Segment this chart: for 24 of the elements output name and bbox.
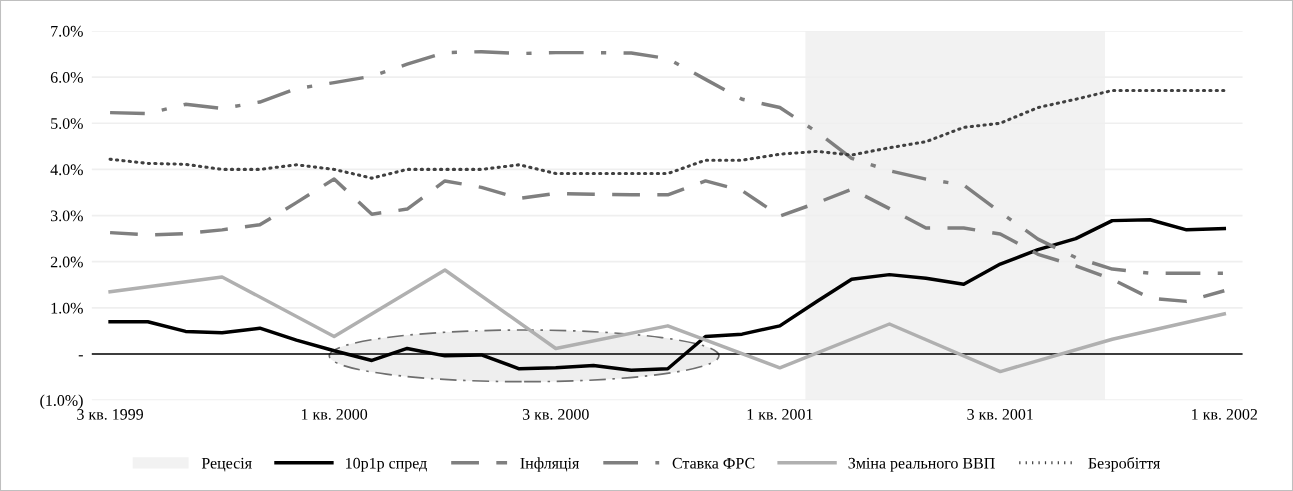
line-series <box>108 268 1227 374</box>
y-tick-label: 2.0% <box>50 256 83 268</box>
x-tick-label: 3 кв. 1999 <box>77 409 144 420</box>
legend-label: Інфляція <box>520 457 580 472</box>
y-tick-label: 6.0% <box>50 72 83 83</box>
y-tick-label: 3.0% <box>50 210 83 222</box>
legend-label: Безробіття <box>1088 457 1161 472</box>
legend-label: Рецесія <box>201 457 252 472</box>
line-series <box>108 177 1227 304</box>
y-tick-label: 1.0% <box>51 302 83 314</box>
y-tick-label: (1.0%) <box>40 394 83 410</box>
legend-label: Зміна реального ВВП <box>848 457 995 472</box>
legend-label: Ставка ФРС <box>672 457 755 469</box>
x-tick-label: 3 кв. 2001 <box>967 408 1033 420</box>
x-tick-label: 1 кв. 2000 <box>301 408 368 420</box>
legend-label: 10p1p спред <box>346 457 427 472</box>
line-series <box>108 88 1226 180</box>
y-tick-label: 7.0% <box>51 25 83 37</box>
y-tick-label: 5.0% <box>51 118 83 130</box>
y-tick-label: - <box>78 355 83 357</box>
x-tick-label: 1 кв. 2002 <box>1192 408 1258 420</box>
y-tick-label: 4.0% <box>50 164 83 176</box>
x-tick-label: 1 кв. 2001 <box>747 408 813 420</box>
x-tick-label: 3 кв. 2000 <box>522 408 589 420</box>
